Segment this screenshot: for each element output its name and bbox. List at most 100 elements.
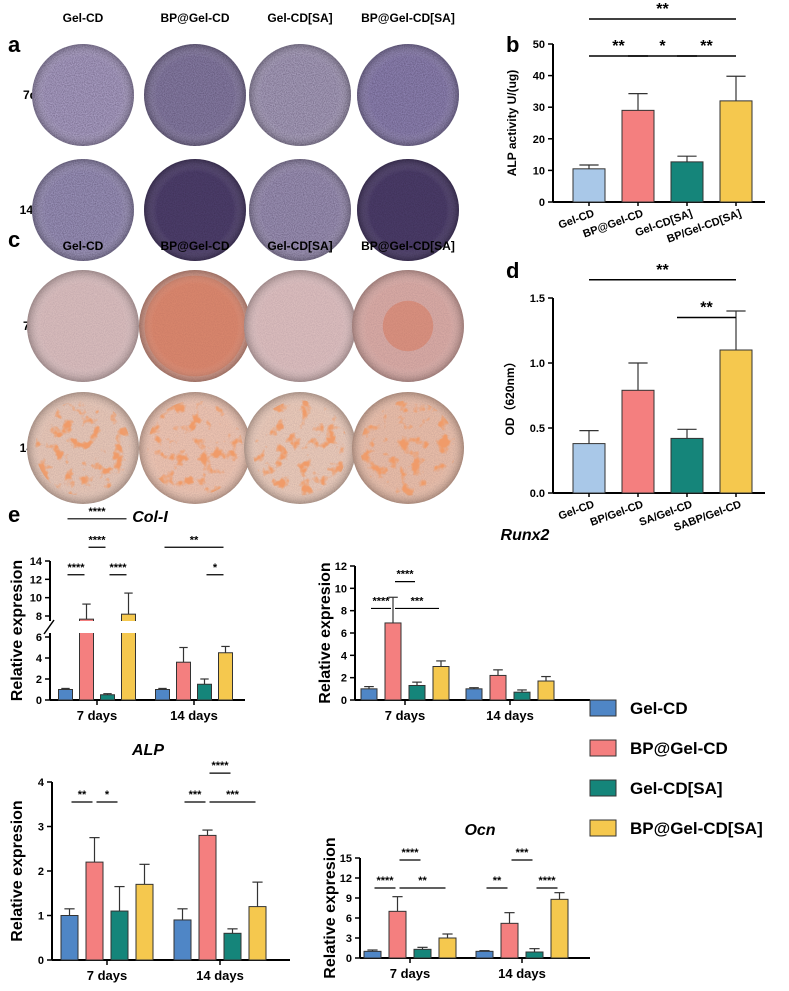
significance-label: **: [656, 262, 669, 279]
legend-swatch: [589, 779, 617, 797]
bar-gel-cd-sa-: [413, 948, 432, 959]
culture-dish-image: [352, 270, 464, 382]
bar-gel-cd: [465, 688, 483, 701]
y-tick-label: 0.0: [530, 488, 545, 500]
x-group-label: 7 days: [87, 968, 127, 983]
bar: [670, 437, 704, 494]
culture-dish-image: [249, 44, 351, 146]
bar-gel-cd: [475, 950, 494, 959]
y-tick-label: 50: [533, 39, 545, 51]
bar-bp-gel-cd: [176, 661, 191, 701]
significance-label: **: [493, 875, 502, 887]
bar: [719, 100, 753, 203]
significance-label: ***: [226, 789, 240, 801]
x-tick-label: BP/Gel-CD: [589, 499, 645, 529]
x-group-label: 14 days: [486, 708, 534, 723]
legend-swatch: [589, 739, 617, 757]
y-axis-title: Relative expresion: [9, 800, 26, 941]
bar-gel-cd: [173, 919, 192, 961]
significance-label: **: [656, 1, 669, 18]
column-header: BP@Gel-CD: [160, 239, 229, 253]
y-tick-label: 40: [533, 71, 545, 83]
chart-alp: 0 1 2 3 4 Relative expresion ALP 7 days 14 days *…: [9, 742, 290, 983]
chart-title: Runx2: [501, 527, 550, 544]
chart-d: 0.00.51.01.5OD（620nm）Gel-CDBP/Gel-CDSA/G…: [502, 262, 765, 534]
y-tick-label: 1.0: [530, 358, 545, 370]
y-tick-label: 4: [36, 653, 43, 665]
y-tick-label: 14: [30, 556, 43, 568]
significance-label: *: [213, 562, 218, 574]
y-tick-label: 12: [335, 561, 347, 573]
y-axis-title: ALP activity U/(ug): [505, 70, 519, 176]
x-group-label: 14 days: [196, 968, 244, 983]
column-header: Gel-CD: [63, 11, 104, 25]
y-tick-label: 30: [533, 102, 545, 114]
significance-label: ***: [411, 595, 425, 607]
bar-bp-gel-cd: [85, 861, 104, 961]
y-axis-title: Relative expresion: [9, 560, 26, 701]
panel-label-c: c: [8, 227, 20, 252]
y-tick-label: 9: [346, 893, 352, 905]
bar-gel-cd: [155, 689, 170, 701]
significance-label: **: [190, 534, 199, 546]
y-tick-label: 0: [36, 695, 42, 707]
legend-swatch: [589, 819, 617, 837]
culture-dish-image: [27, 392, 139, 504]
bar: [572, 168, 606, 203]
significance-label: ****: [401, 847, 419, 859]
culture-dish-image: [352, 392, 464, 504]
panel-a-dishes: Gel-CD BP@Gel-CD Gel-CD[SA] BP@Gel-CD[SA]7d…: [20, 11, 459, 261]
culture-dish-image: [139, 392, 251, 504]
bar-gel-cd: [60, 915, 79, 961]
legend-label: BP@Gel-CD[SA]: [630, 819, 763, 838]
y-tick-label: 6: [341, 628, 347, 640]
column-header: Gel-CD: [63, 239, 104, 253]
bar-bp-gel-cd: [198, 834, 217, 961]
culture-dish-image: [144, 44, 246, 146]
bar-bp-gel-cd: [79, 618, 94, 701]
y-tick-label: 3: [38, 822, 44, 834]
culture-dish-image: [144, 159, 246, 261]
bar-gel-cd-sa-: [408, 684, 426, 701]
column-header: BP@Gel-CD[SA]: [361, 239, 455, 253]
legend: Gel-CD BP@Gel-CD Gel-CD[SA] BP@Gel-CD[SA]: [589, 699, 763, 838]
bar: [719, 349, 753, 494]
significance-label: **: [700, 38, 713, 55]
y-tick-label: 0.5: [530, 423, 545, 435]
culture-dish-image: [27, 270, 139, 382]
culture-dish-image: [244, 392, 356, 504]
x-group-label: 7 days: [385, 708, 425, 723]
significance-label: ***: [516, 847, 530, 859]
bar-bp-gel-cd: [388, 910, 407, 959]
culture-dish-image: [32, 44, 134, 146]
bar: [572, 443, 606, 494]
bar-gel-cd-sa-: [110, 910, 129, 961]
panel-label-a: a: [8, 32, 21, 57]
culture-dish-image: [357, 44, 459, 146]
culture-dish-image: [32, 159, 134, 261]
bar-bp-gel-cd-sa-: [432, 666, 450, 701]
significance-label: ***: [189, 789, 203, 801]
x-group-label: 7 days: [390, 966, 430, 981]
column-header: BP@Gel-CD[SA]: [361, 11, 455, 25]
column-header: Gel-CD[SA]: [267, 11, 332, 25]
significance-label: ****: [67, 562, 85, 574]
bar-bp-gel-cd: [384, 622, 402, 701]
y-tick-label: 0: [38, 955, 44, 967]
significance-label: **: [78, 789, 87, 801]
y-axis-title: OD（620nm）: [502, 355, 517, 435]
y-tick-label: 2: [38, 866, 44, 878]
bar-bp-gel-cd-sa-: [537, 680, 555, 701]
legend-label: Gel-CD: [630, 699, 688, 718]
axis-break-gap: [42, 621, 245, 633]
y-tick-label: 8: [36, 611, 42, 623]
significance-label: ****: [88, 534, 106, 546]
legend-label: Gel-CD[SA]: [630, 779, 723, 798]
bar-bp-gel-cd-sa-: [121, 613, 136, 701]
y-tick-label: 1.5: [530, 293, 545, 305]
y-tick-label: 4: [38, 777, 45, 789]
y-tick-label: 0: [346, 953, 352, 965]
